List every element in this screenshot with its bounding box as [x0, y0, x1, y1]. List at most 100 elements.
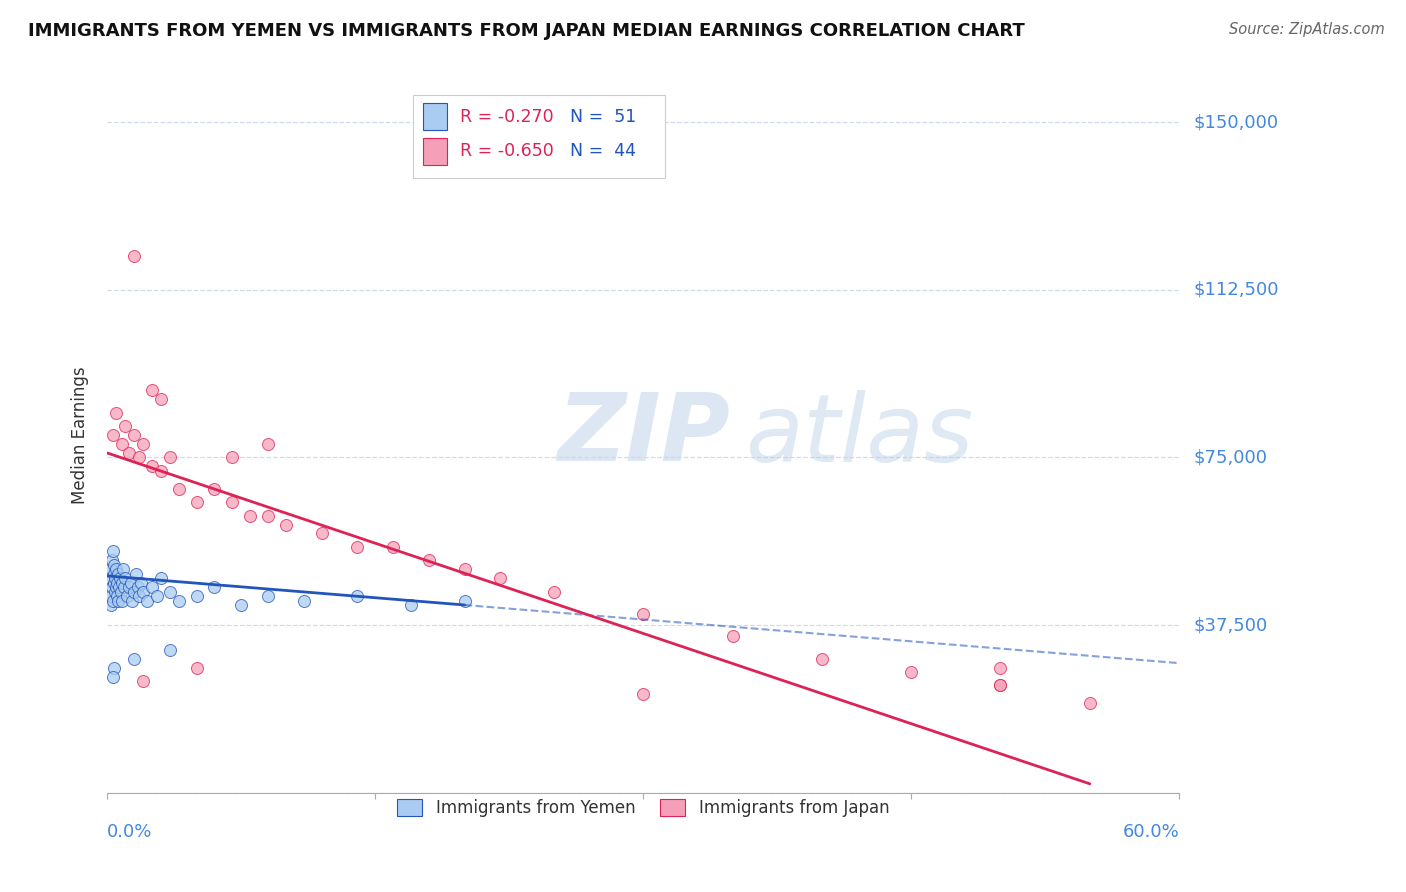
Point [141, 580, 163, 594]
Bar [423, 137, 447, 165]
Text: IMMIGRANTS FROM YEMEN VS IMMIGRANTS FROM JAPAN MEDIAN EARNINGS CORRELATION CHART: IMMIGRANTS FROM YEMEN VS IMMIGRANTS FROM… [28, 22, 1025, 40]
Point [128, 450, 150, 465]
Text: $112,500: $112,500 [1194, 281, 1278, 299]
Point [186, 589, 208, 603]
Point [125, 566, 148, 581]
Point [382, 540, 405, 554]
Bar [423, 103, 447, 130]
Point [100, 589, 122, 603]
Point [399, 598, 422, 612]
Point [104, 571, 127, 585]
Point [118, 446, 141, 460]
Point [132, 437, 155, 451]
Point [122, 428, 145, 442]
Point [292, 593, 315, 607]
Point [104, 580, 127, 594]
Point [108, 571, 131, 585]
Point [990, 678, 1012, 692]
Point [274, 517, 297, 532]
Point [900, 665, 922, 679]
Point [204, 482, 226, 496]
Point [990, 678, 1012, 692]
Text: 0.0%: 0.0% [107, 823, 153, 841]
Point [811, 651, 834, 665]
Point [100, 562, 122, 576]
Point [115, 589, 138, 603]
FancyBboxPatch shape [413, 95, 665, 178]
Point [453, 562, 475, 576]
Point [239, 508, 262, 523]
Point [631, 687, 654, 701]
Point [105, 562, 128, 576]
Point [149, 392, 172, 407]
Text: R = -0.650: R = -0.650 [460, 142, 554, 161]
Point [311, 526, 333, 541]
Point [231, 598, 253, 612]
Point [110, 575, 132, 590]
Point [135, 593, 157, 607]
Point [122, 584, 145, 599]
Point [149, 571, 172, 585]
Text: 60.0%: 60.0% [1122, 823, 1180, 841]
Text: $75,000: $75,000 [1194, 449, 1267, 467]
Point [186, 660, 208, 674]
Point [159, 584, 181, 599]
Point [122, 651, 145, 665]
Point [101, 428, 124, 442]
Point [221, 495, 243, 509]
Point [103, 566, 125, 581]
Point [631, 607, 654, 621]
Point [112, 580, 135, 594]
Point [110, 584, 132, 599]
Point [186, 495, 208, 509]
Point [110, 437, 132, 451]
Legend: Immigrants from Yemen, Immigrants from Japan: Immigrants from Yemen, Immigrants from J… [391, 792, 896, 824]
Point [108, 580, 131, 594]
Point [100, 553, 122, 567]
Point [543, 584, 565, 599]
Text: atlas: atlas [745, 390, 973, 481]
Point [132, 584, 155, 599]
Point [257, 589, 280, 603]
Point [104, 584, 127, 599]
Point [167, 482, 190, 496]
Point [103, 660, 125, 674]
Point [346, 540, 368, 554]
Text: N =  44: N = 44 [571, 142, 637, 161]
Point [101, 580, 124, 594]
Point [98, 571, 121, 585]
Point [257, 508, 280, 523]
Text: Source: ZipAtlas.com: Source: ZipAtlas.com [1229, 22, 1385, 37]
Point [1078, 697, 1101, 711]
Point [146, 589, 169, 603]
Point [101, 593, 124, 607]
Point [101, 544, 124, 558]
Point [257, 437, 280, 451]
Point [122, 249, 145, 263]
Point [107, 566, 129, 581]
Point [127, 580, 149, 594]
Point [204, 580, 226, 594]
Text: R = -0.270: R = -0.270 [460, 108, 554, 126]
Point [132, 673, 155, 688]
Point [103, 575, 125, 590]
Point [101, 669, 124, 683]
Point [141, 459, 163, 474]
Point [105, 589, 128, 603]
Point [129, 575, 152, 590]
Point [105, 575, 128, 590]
Point [418, 553, 440, 567]
Point [112, 562, 135, 576]
Point [721, 629, 744, 643]
Point [103, 558, 125, 572]
Text: ZIP: ZIP [557, 389, 730, 481]
Y-axis label: Median Earnings: Median Earnings [72, 367, 89, 504]
Point [105, 406, 128, 420]
Point [346, 589, 368, 603]
Point [118, 580, 141, 594]
Point [167, 593, 190, 607]
Point [149, 464, 172, 478]
Point [489, 571, 512, 585]
Point [107, 593, 129, 607]
Point [120, 575, 142, 590]
